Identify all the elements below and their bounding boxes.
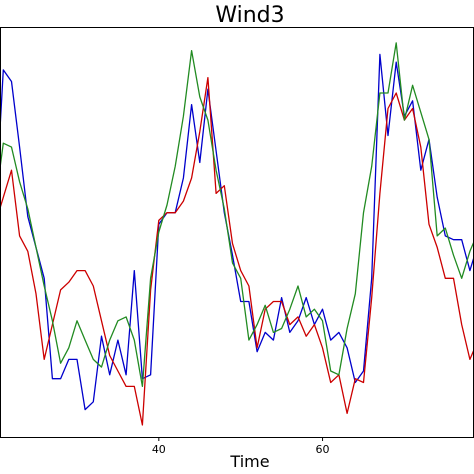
plot-area-frame: [0, 27, 474, 438]
series-layer: [0, 42, 474, 426]
x-tick-label: 40: [152, 443, 166, 456]
series-line-2: [0, 76, 474, 426]
series-line-3: [0, 42, 474, 388]
chart-title: Wind3: [215, 3, 284, 28]
series-line-1: [0, 53, 474, 411]
x-tick-label: 60: [316, 443, 330, 456]
x-axis-ticks: 40 60: [152, 437, 330, 456]
x-axis-label: Time: [229, 452, 269, 471]
